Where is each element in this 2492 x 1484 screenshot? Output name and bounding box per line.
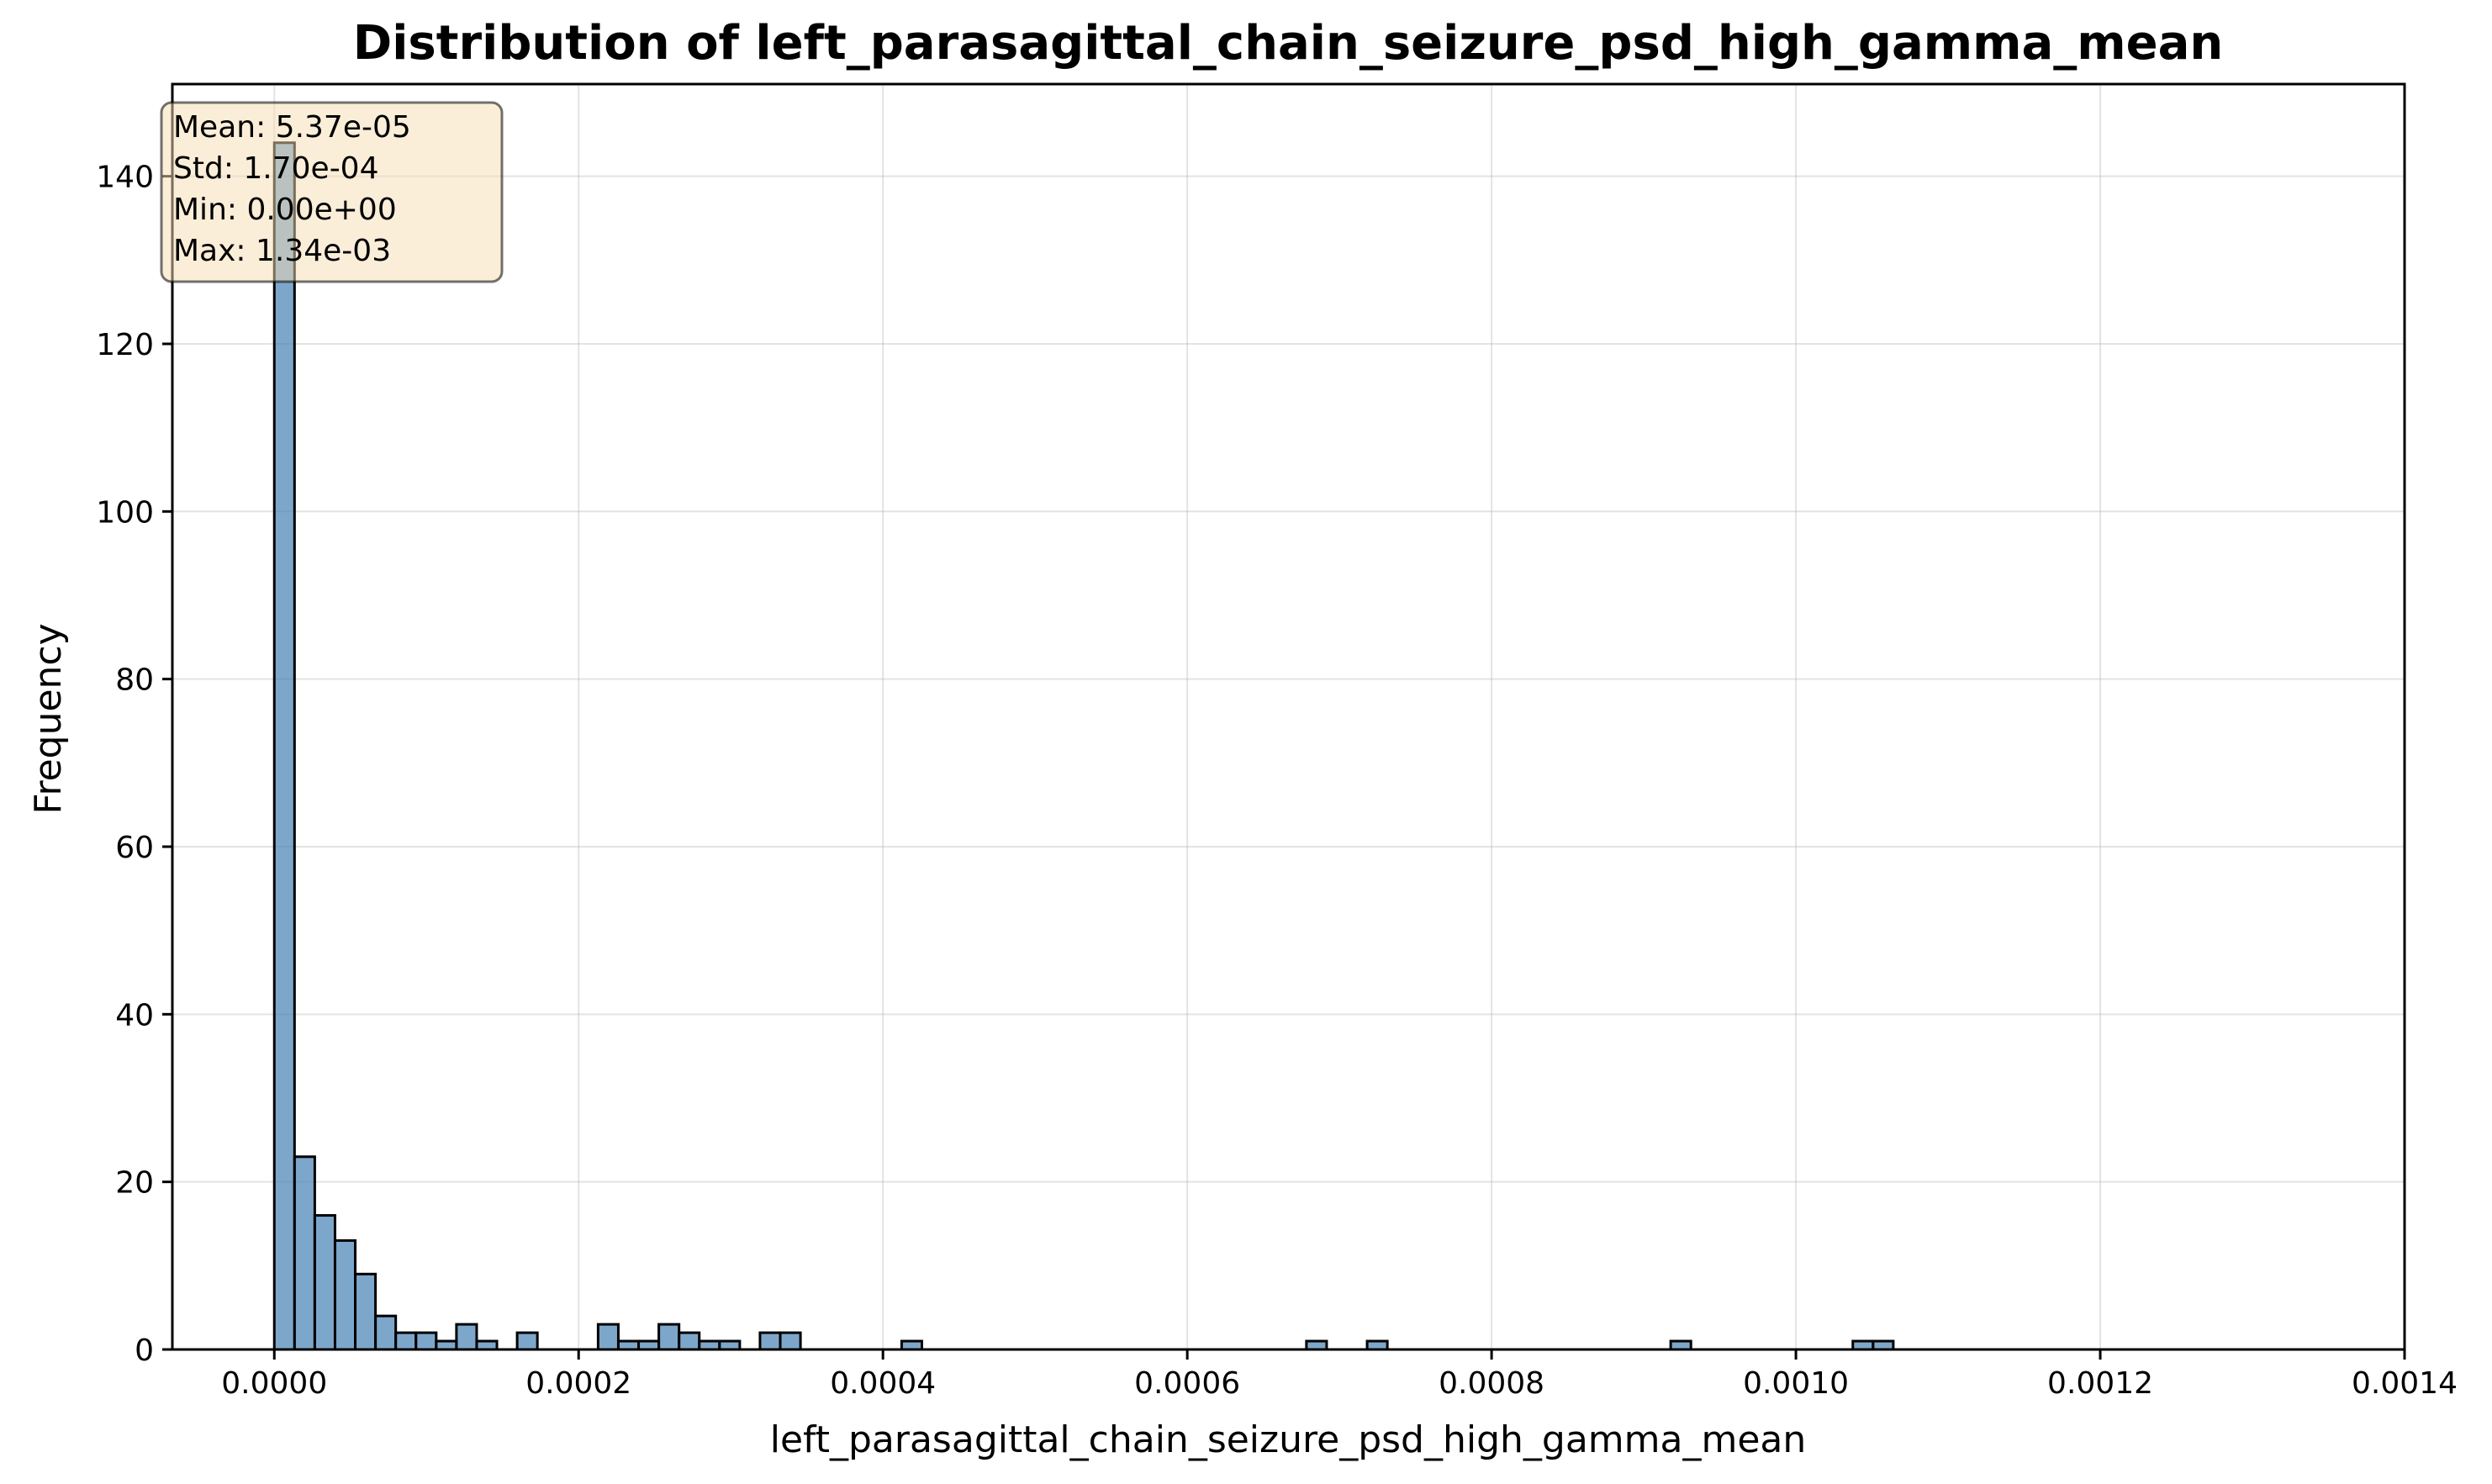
histogram-bar (313, 1214, 336, 1351)
stat-mean: Mean: 5.37e-05 (173, 110, 411, 145)
y-tick-label: 100 (96, 495, 154, 530)
stats-box: Mean: 5.37e-05 Std: 1.70e-04 Min: 0.00e+… (160, 101, 504, 283)
plot-area-frame (171, 82, 2406, 1351)
x-tick-label: 0.0000 (221, 1366, 327, 1401)
stat-max: Max: 1.34e-03 (173, 234, 391, 268)
histogram-bar (293, 1155, 316, 1351)
chart-title: Distribution of left_parasagittal_chain_… (353, 16, 2224, 71)
y-tick-label: 120 (96, 328, 154, 362)
y-tick-label: 140 (96, 161, 154, 195)
histogram-bar (515, 1331, 539, 1351)
y-tick-label: 80 (115, 663, 154, 698)
histogram-bar (758, 1331, 782, 1351)
histogram-bar (779, 1331, 802, 1351)
x-tick-label: 0.0010 (1743, 1366, 1849, 1401)
stat-std: Std: 1.70e-04 (173, 151, 379, 186)
histogram-bar (596, 1323, 620, 1351)
y-tick-label: 20 (115, 1166, 154, 1201)
histogram-bar (354, 1272, 377, 1351)
y-tick-label: 60 (115, 831, 154, 865)
histogram-bar (678, 1331, 701, 1351)
histogram-bar (455, 1323, 478, 1351)
x-axis-ticks: 0.0000 0.0002 0.0004 0.0006 0.0008 0.0010 0.00… (221, 1349, 2458, 1401)
x-tick-label: 0.0004 (830, 1366, 936, 1401)
x-tick-label: 0.0012 (2047, 1366, 2153, 1401)
stat-min: Min: 0.00e+00 (173, 193, 397, 227)
y-tick-label: 0 (135, 1333, 154, 1368)
histogram-bar (414, 1331, 438, 1351)
histogram-bar (272, 141, 296, 1351)
x-tick-label: 0.0014 (2352, 1366, 2458, 1401)
histogram-bar (394, 1331, 418, 1351)
y-axis-label: Frequency (27, 623, 70, 814)
histogram-bar (333, 1238, 357, 1351)
x-tick-label: 0.0008 (1439, 1366, 1544, 1401)
x-tick-label: 0.0002 (525, 1366, 631, 1401)
x-tick-label: 0.0006 (1134, 1366, 1240, 1401)
histogram-bar (374, 1314, 398, 1351)
histogram-bar (657, 1323, 681, 1351)
stats-box-background (160, 101, 504, 283)
x-axis-label: left_parasagittal_chain_seizure_psd_high… (770, 1418, 1807, 1461)
y-axis-ticks: 0 20 40 60 80 100 120 140 (96, 161, 172, 1368)
y-tick-label: 40 (115, 998, 154, 1032)
